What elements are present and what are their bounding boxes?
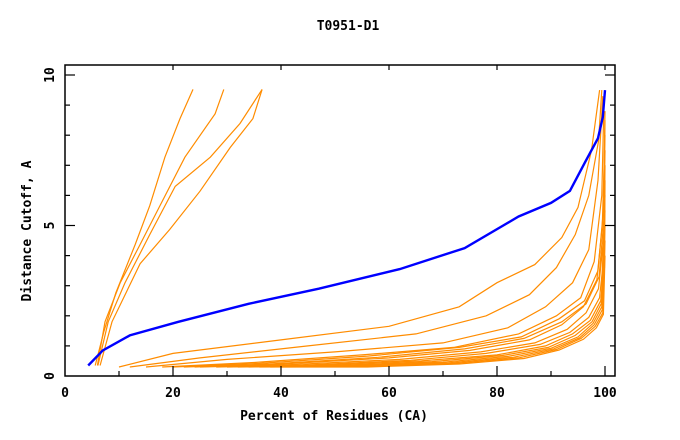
series-line-6 — [129, 90, 603, 368]
y-tick-label: 10 — [43, 67, 58, 83]
series-line-4 — [99, 89, 263, 366]
series-line-13 — [237, 195, 606, 368]
x-tick-label: 20 — [165, 386, 181, 401]
series-line-5 — [118, 90, 601, 368]
series-line-3 — [97, 89, 263, 366]
chart-title: T0951-D1 — [317, 19, 380, 34]
x-tick-label: 60 — [381, 386, 397, 401]
y-tick-label: 0 — [43, 372, 58, 380]
axes-layer: 0 20 40 60 80 100 0 5 10 — [43, 64, 617, 401]
x-tick-label: 100 — [593, 386, 617, 401]
series-line-2 — [96, 89, 225, 366]
highlight-series-line — [87, 90, 607, 367]
series-line-9 — [183, 135, 606, 368]
series-line-8 — [162, 105, 605, 368]
series-line-15 — [259, 225, 606, 368]
y-axis-label: Distance Cutoff, A — [20, 160, 35, 301]
series-line-19 — [172, 111, 606, 368]
series-line-7 — [145, 96, 604, 368]
series-layer — [87, 89, 607, 368]
series-line-17 — [281, 255, 606, 368]
x-axis-label: Percent of Residues (CA) — [240, 409, 428, 424]
x-tick-label: 40 — [273, 386, 289, 401]
series-line-16 — [270, 240, 606, 368]
x-tick-label: 0 — [61, 386, 69, 401]
series-line-18 — [194, 120, 606, 368]
x-tick-label: 80 — [489, 386, 505, 401]
y-tick-label: 5 — [43, 222, 58, 230]
plot-frame — [64, 64, 616, 377]
series-line-14 — [248, 210, 606, 368]
series-line-10 — [199, 150, 606, 368]
series-line-1 — [94, 89, 194, 366]
